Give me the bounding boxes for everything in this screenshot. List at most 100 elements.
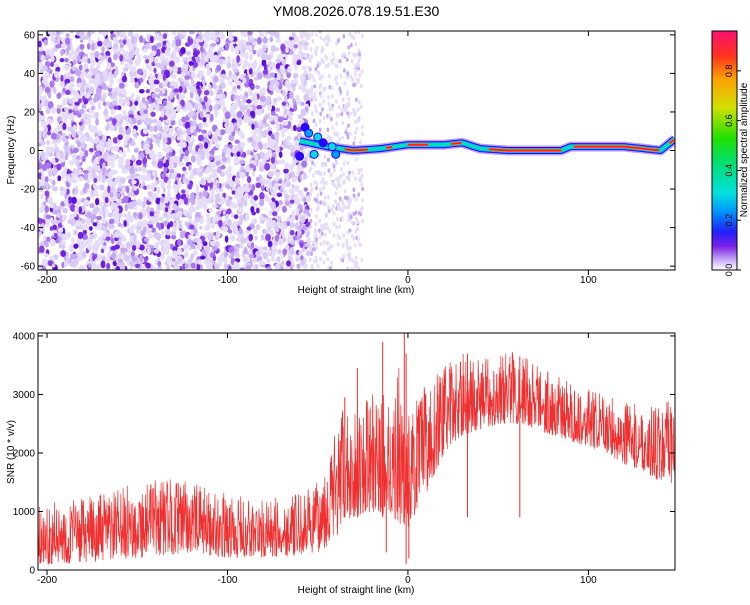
noise-cell [88, 37, 92, 44]
noise-cell [190, 155, 197, 163]
noise-cell [146, 246, 151, 255]
noise-cell [206, 68, 212, 76]
noise-cell [236, 111, 243, 118]
noise-cell [178, 161, 184, 167]
noise-cell [299, 242, 304, 249]
noise-cell [47, 117, 52, 125]
noise-cell [79, 43, 85, 50]
noise-cell [129, 172, 136, 180]
noise-cell [275, 37, 282, 43]
noise-cell [156, 42, 162, 48]
noise-cell [139, 107, 146, 116]
noise-fringe-cell [319, 83, 322, 88]
noise-cell [233, 125, 238, 131]
noise-cell [303, 69, 308, 75]
noise-fringe-cell [341, 97, 345, 102]
noise-cell [230, 44, 235, 53]
noise-cell [292, 84, 296, 92]
noise-cell [94, 206, 99, 211]
noise-cell [90, 214, 97, 220]
noise-cell [165, 215, 170, 221]
noise-cell [49, 226, 54, 231]
noise-cell [114, 231, 121, 238]
noise-cell [58, 242, 63, 249]
noise-fringe-cell [308, 72, 312, 77]
noise-cell [62, 170, 67, 178]
snr-x-ticks: -200 -100 0 100 [37, 333, 597, 586]
noise-cell [62, 150, 66, 157]
noise-cell [106, 161, 111, 166]
noise-cell [169, 220, 174, 228]
noise-fringe-cell [355, 52, 359, 57]
noise-cell [78, 51, 85, 57]
noise-cell [240, 39, 246, 44]
noise-cell [47, 31, 54, 35]
noise-fringe-cell [309, 166, 313, 171]
noise-cell [106, 145, 111, 152]
noise-cell [237, 220, 243, 226]
noise-fringe-cell [307, 65, 311, 71]
noise-cell [110, 186, 114, 193]
noise-fringe-cell [342, 242, 345, 248]
noise-fringe-cell [322, 240, 326, 245]
noise-cell [125, 241, 132, 249]
noise-cell [203, 89, 210, 96]
noise-cell [287, 141, 291, 146]
noise-cell [296, 60, 302, 65]
noise-cell [177, 210, 183, 218]
noise-fringe-cell [352, 141, 356, 146]
noise-cell [244, 111, 248, 117]
noise-cell [288, 91, 294, 99]
noise-cell [133, 205, 138, 211]
noise-cell [221, 73, 226, 79]
noise-cell [199, 225, 203, 230]
noise-cell [289, 50, 294, 56]
noise-cell [213, 75, 219, 83]
noise-cell [269, 31, 275, 37]
noise-fringe-cell [331, 204, 335, 209]
noise-cell [238, 227, 243, 235]
noise-cell [181, 116, 187, 123]
noise-fringe-cell [323, 162, 327, 168]
noise-cell [48, 178, 53, 184]
noise-cell [220, 98, 225, 106]
noise-cell [102, 166, 107, 174]
noise-fringe-cell [325, 213, 329, 218]
noise-cell [184, 82, 189, 87]
noise-fringe-cell [315, 46, 319, 52]
noise-cell [95, 185, 100, 190]
noise-fringe-cell [357, 192, 361, 197]
noise-cell [90, 58, 95, 67]
noise-cell [95, 198, 100, 206]
noise-cell [188, 104, 193, 113]
noise-fringe-cell [338, 236, 342, 241]
noise-cell [169, 168, 175, 174]
noise-cell [165, 159, 169, 168]
noise-cell [187, 54, 192, 62]
noise-fringe-cell [314, 32, 318, 37]
noise-cell [298, 44, 303, 51]
noise-cell [170, 235, 177, 240]
noise-cell [157, 260, 162, 267]
noise-cell [47, 196, 54, 205]
noise-cell [168, 152, 173, 157]
noise-cell [127, 191, 131, 198]
noise-cell [182, 170, 189, 176]
noise-cell [127, 117, 133, 123]
noise-cell [90, 43, 96, 51]
noise-cell [43, 133, 48, 139]
noise-cell [118, 82, 125, 89]
noise-cell [258, 132, 263, 140]
noise-cell [215, 128, 221, 135]
noise-cell [225, 119, 230, 128]
noise-cell [258, 31, 264, 38]
noise-cell [180, 194, 186, 200]
noise-cell [49, 80, 55, 88]
noise-cell [88, 263, 92, 268]
noise-cell [139, 35, 144, 43]
noise-cell [156, 222, 160, 229]
noise-cell [284, 95, 288, 103]
noise-cell [196, 200, 201, 206]
noise-fringe-cell [323, 171, 326, 176]
noise-cell [38, 183, 41, 190]
